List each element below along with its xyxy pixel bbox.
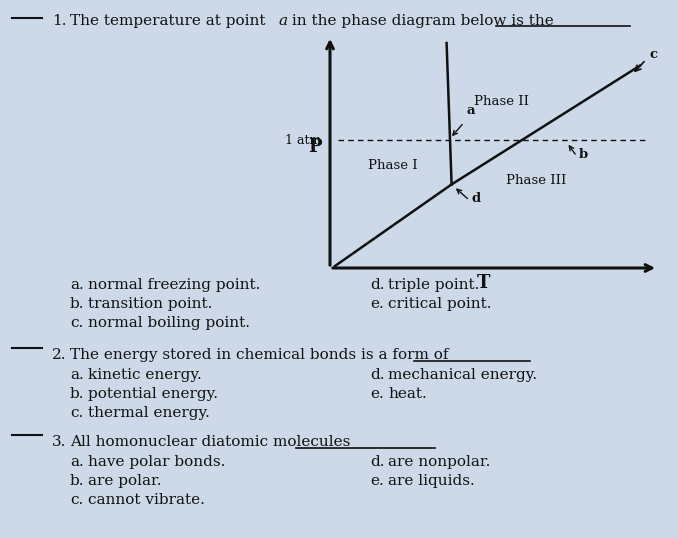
Text: 1.: 1. [52, 14, 66, 28]
Text: e.: e. [370, 387, 384, 401]
Text: normal boiling point.: normal boiling point. [88, 316, 250, 330]
Text: T: T [477, 274, 490, 292]
Text: 1 atm: 1 atm [285, 134, 321, 147]
Text: d: d [472, 193, 481, 206]
Text: potential energy.: potential energy. [88, 387, 218, 401]
Text: in the phase diagram below is the: in the phase diagram below is the [287, 14, 554, 28]
Text: a: a [466, 104, 475, 117]
Text: d.: d. [370, 368, 384, 382]
Text: Phase I: Phase I [368, 159, 418, 172]
Text: b.: b. [70, 474, 85, 488]
Text: are polar.: are polar. [88, 474, 161, 488]
Text: a.: a. [70, 278, 84, 292]
Text: a: a [278, 14, 287, 28]
Text: e.: e. [370, 297, 384, 311]
Text: c.: c. [70, 316, 83, 330]
Text: e.: e. [370, 474, 384, 488]
Text: are liquids.: are liquids. [388, 474, 475, 488]
Text: The temperature at point: The temperature at point [70, 14, 271, 28]
Text: Phase III: Phase III [506, 174, 566, 187]
Text: heat.: heat. [388, 387, 426, 401]
Text: a.: a. [70, 455, 84, 469]
Text: d.: d. [370, 278, 384, 292]
Text: 2.: 2. [52, 348, 66, 362]
Text: kinetic energy.: kinetic energy. [88, 368, 202, 382]
Text: critical point.: critical point. [388, 297, 492, 311]
Text: The energy stored in chemical bonds is a form of: The energy stored in chemical bonds is a… [70, 348, 449, 362]
Text: c: c [650, 47, 658, 61]
Text: cannot vibrate.: cannot vibrate. [88, 493, 205, 507]
Text: normal freezing point.: normal freezing point. [88, 278, 260, 292]
Text: 3.: 3. [52, 435, 66, 449]
Text: P: P [308, 138, 321, 156]
Text: have polar bonds.: have polar bonds. [88, 455, 225, 469]
Text: b.: b. [70, 297, 85, 311]
Text: transition point.: transition point. [88, 297, 212, 311]
Text: Phase II: Phase II [474, 95, 529, 108]
Text: triple point.: triple point. [388, 278, 479, 292]
Text: mechanical energy.: mechanical energy. [388, 368, 537, 382]
Text: are nonpolar.: are nonpolar. [388, 455, 490, 469]
Text: b.: b. [70, 387, 85, 401]
Text: c.: c. [70, 406, 83, 420]
Text: c.: c. [70, 493, 83, 507]
Text: All homonuclear diatomic molecules: All homonuclear diatomic molecules [70, 435, 351, 449]
Text: thermal energy.: thermal energy. [88, 406, 210, 420]
Text: a.: a. [70, 368, 84, 382]
Text: d.: d. [370, 455, 384, 469]
Text: b: b [579, 148, 588, 161]
